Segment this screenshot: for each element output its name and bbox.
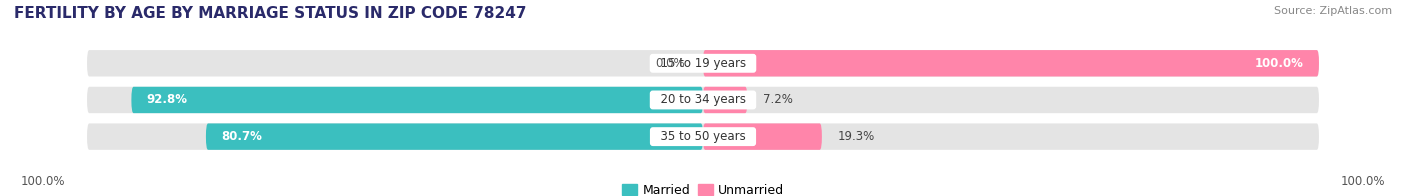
FancyBboxPatch shape — [87, 87, 1319, 113]
Text: 100.0%: 100.0% — [21, 175, 66, 188]
Text: 80.7%: 80.7% — [221, 130, 262, 143]
FancyBboxPatch shape — [703, 123, 823, 150]
FancyBboxPatch shape — [131, 87, 703, 113]
Text: 7.2%: 7.2% — [762, 93, 793, 106]
FancyBboxPatch shape — [87, 50, 1319, 76]
FancyBboxPatch shape — [703, 87, 748, 113]
Text: Source: ZipAtlas.com: Source: ZipAtlas.com — [1274, 6, 1392, 16]
Text: FERTILITY BY AGE BY MARRIAGE STATUS IN ZIP CODE 78247: FERTILITY BY AGE BY MARRIAGE STATUS IN Z… — [14, 6, 527, 21]
FancyBboxPatch shape — [205, 123, 703, 150]
Text: 0.0%: 0.0% — [655, 57, 685, 70]
Text: 15 to 19 years: 15 to 19 years — [652, 57, 754, 70]
Text: 20 to 34 years: 20 to 34 years — [652, 93, 754, 106]
FancyBboxPatch shape — [87, 123, 1319, 150]
Text: 92.8%: 92.8% — [146, 93, 188, 106]
Legend: Married, Unmarried: Married, Unmarried — [617, 179, 789, 196]
Text: 35 to 50 years: 35 to 50 years — [652, 130, 754, 143]
Text: 100.0%: 100.0% — [1340, 175, 1385, 188]
FancyBboxPatch shape — [703, 50, 1319, 76]
Text: 19.3%: 19.3% — [838, 130, 875, 143]
Text: 100.0%: 100.0% — [1254, 57, 1303, 70]
